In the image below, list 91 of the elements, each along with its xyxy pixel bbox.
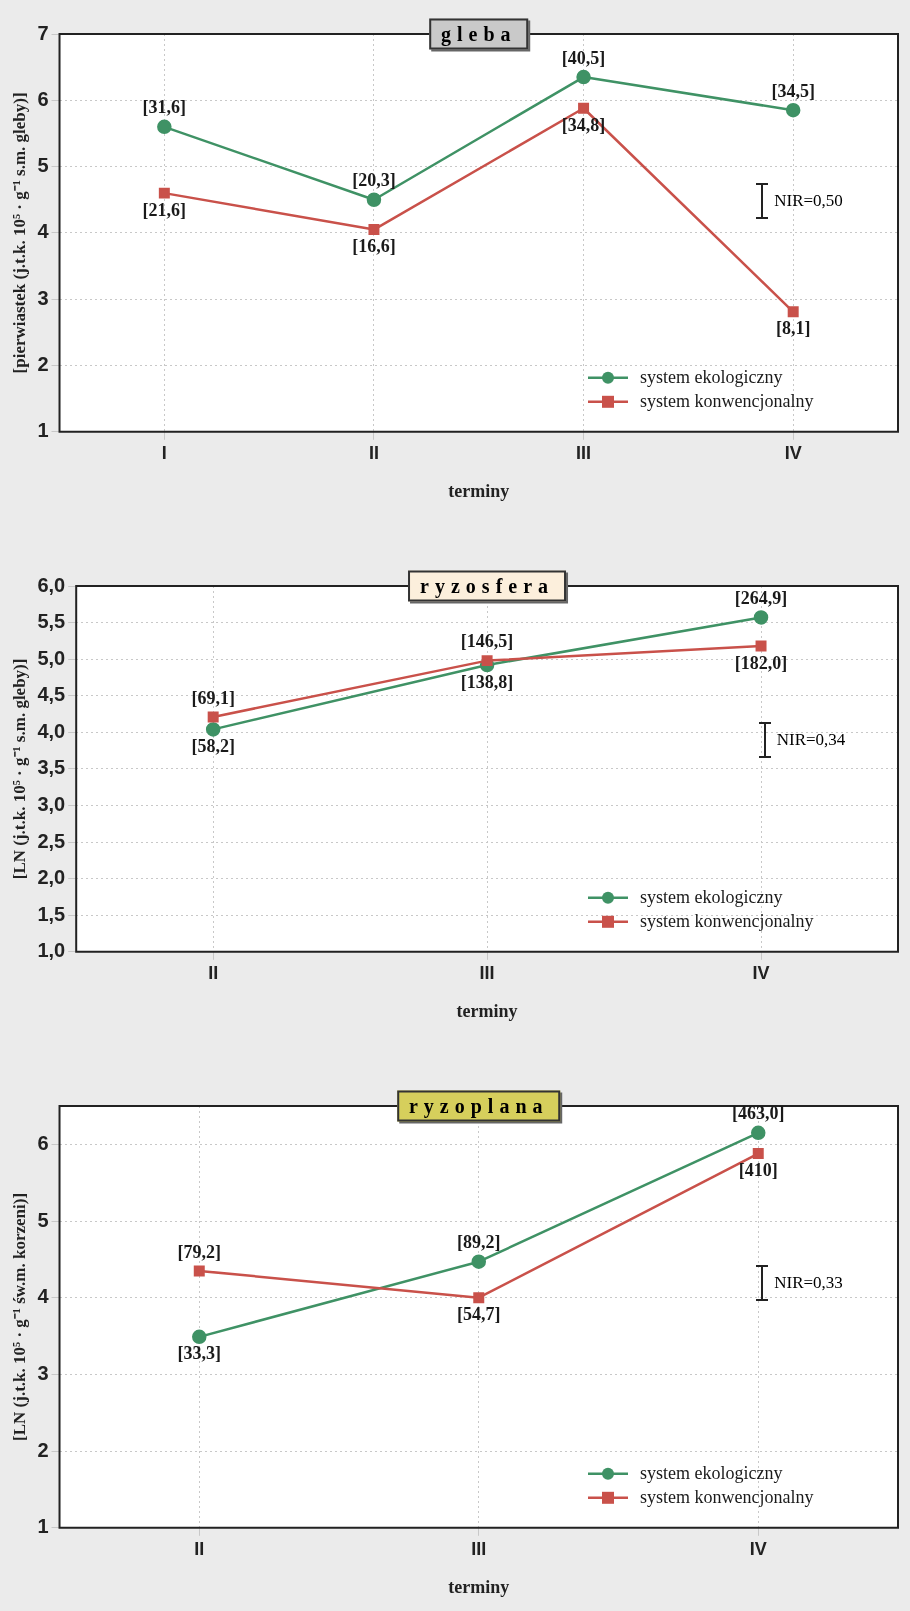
y-tick-label: 1,0 xyxy=(37,939,66,962)
point xyxy=(787,306,799,318)
y-tick-label: 2 xyxy=(37,353,49,376)
point xyxy=(752,1148,764,1160)
x-tick-label: III xyxy=(471,1538,487,1559)
annotation: [138,8] xyxy=(460,671,514,692)
point xyxy=(751,1125,766,1141)
chart-title: ryzosfera xyxy=(408,570,567,602)
y-tick-label: 5 xyxy=(37,1208,49,1231)
y-axis-title: [LN (j.t.k. 10⁵ · g⁻¹ św.m. korzeni)] xyxy=(9,1192,29,1441)
annotation: [54,7] xyxy=(457,1304,501,1325)
y-tick-label: 4,0 xyxy=(37,719,66,742)
legend-label: system konwencjonalny xyxy=(640,390,814,411)
point xyxy=(193,1265,205,1277)
y-tick-label: 2,5 xyxy=(37,829,66,852)
y-tick-label: 1,5 xyxy=(37,902,66,925)
y-tick-label: 6 xyxy=(37,87,49,110)
x-tick-label: II xyxy=(208,962,219,983)
y-tick-label: 2,0 xyxy=(37,866,66,889)
y-tick-label: 6 xyxy=(37,1131,49,1154)
annotation: NIR=0,33 xyxy=(774,1273,843,1294)
x-axis-title: terminy xyxy=(448,480,510,501)
point xyxy=(205,722,221,737)
annotation: NIR=0,34 xyxy=(776,729,846,750)
chart-title: gleba xyxy=(428,18,529,50)
y-tick-label: 2 xyxy=(37,1438,49,1461)
legend-label: system ekologiczny xyxy=(640,886,783,907)
point xyxy=(481,655,493,667)
point xyxy=(753,610,769,625)
y-tick-label: 3 xyxy=(37,1361,49,1384)
y-tick-label: 1 xyxy=(37,419,49,442)
annotation: [34,8] xyxy=(561,114,606,135)
x-tick-label: II xyxy=(368,442,379,463)
legend-label: system konwencjonalny xyxy=(640,910,814,931)
y-tick-label: 5,5 xyxy=(37,610,66,633)
x-axis-title: terminy xyxy=(448,1576,510,1597)
annotation: [34,5] xyxy=(771,80,815,101)
x-tick-label: IV xyxy=(784,442,802,463)
point xyxy=(785,103,801,118)
point xyxy=(192,1329,207,1345)
annotation: [79,2] xyxy=(177,1241,222,1262)
point xyxy=(207,711,219,723)
legend-label: system konwencjonalny xyxy=(640,1486,814,1507)
x-tick-label: I xyxy=(161,442,167,463)
y-axis-title: [LN (j.t.k. 10⁵ · g⁻¹ s.m. gleby)] xyxy=(9,658,29,880)
y-tick-label: 5 xyxy=(37,154,49,177)
x-tick-label: II xyxy=(194,1538,205,1559)
annotation: [8,1] xyxy=(775,318,811,339)
y-tick-label: 3 xyxy=(37,286,49,309)
annotation: [16,6] xyxy=(352,236,396,257)
point xyxy=(576,69,591,85)
point xyxy=(366,192,382,207)
annotation: [58,2] xyxy=(191,736,235,757)
annotation: [146,5] xyxy=(460,631,514,652)
point xyxy=(158,187,170,199)
y-tick-label: 3,0 xyxy=(37,793,66,815)
annotation: [410] xyxy=(738,1160,778,1181)
y-tick-label: 6,0 xyxy=(37,573,66,596)
point xyxy=(755,640,767,652)
y-tick-label: 4 xyxy=(37,220,50,243)
annotation: [463,0] xyxy=(732,1103,785,1124)
y-tick-label: 3,5 xyxy=(37,756,66,779)
annotation: [21,6] xyxy=(142,199,187,220)
x-tick-label: IV xyxy=(749,1538,767,1559)
x-tick-label: III xyxy=(576,442,592,463)
annotation: [69,1] xyxy=(191,687,235,708)
point xyxy=(473,1292,485,1304)
point xyxy=(471,1254,487,1269)
chart-title: ryzoplana xyxy=(396,1090,561,1122)
point xyxy=(578,102,590,114)
y-tick-label: 5,0 xyxy=(37,646,66,669)
annotation: [33,3] xyxy=(177,1343,222,1364)
y-tick-label: 1 xyxy=(37,1515,49,1538)
point xyxy=(368,224,380,236)
x-tick-label: III xyxy=(479,962,495,983)
annotation: [89,2] xyxy=(457,1232,501,1253)
y-tick-label: 4,5 xyxy=(37,683,66,706)
annotation: [31,6] xyxy=(142,97,187,118)
y-tick-label: 4 xyxy=(37,1285,50,1308)
x-tick-label: IV xyxy=(752,962,770,983)
x-axis-title: terminy xyxy=(456,1000,518,1021)
annotation: [264,9] xyxy=(734,588,788,609)
annotation: [40,5] xyxy=(561,47,606,68)
annotation: [182,0] xyxy=(734,652,788,673)
legend-label: system ekologiczny xyxy=(640,1462,783,1483)
annotation: NIR=0,50 xyxy=(774,191,843,212)
annotation: [20,3] xyxy=(352,170,396,191)
y-axis-title: [pierwiastek (j.t.k. 10⁵ · g⁻¹ s.m. gleby)] xyxy=(9,92,29,374)
point xyxy=(157,119,172,135)
y-tick-label: 7 xyxy=(37,21,49,44)
legend-label: system ekologiczny xyxy=(640,366,783,387)
